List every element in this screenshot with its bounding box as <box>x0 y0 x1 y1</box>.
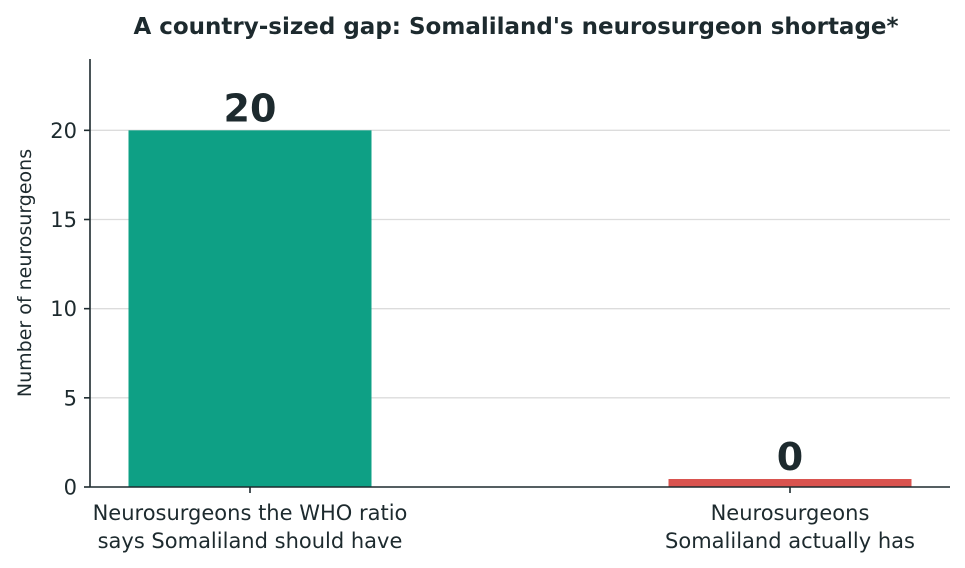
bar <box>128 130 372 488</box>
x-ticks: Neurosurgeons the WHO ratio says Somalila… <box>93 487 915 553</box>
bar-value-label: 0 <box>777 435 803 479</box>
x-tick-label: Somaliland actually has <box>665 529 915 553</box>
y-tick-label: 5 <box>64 386 77 410</box>
x-tick-label: says Somaliland should have <box>98 529 403 553</box>
y-tick-label: 0 <box>64 476 77 500</box>
y-tick-label: 15 <box>50 208 77 232</box>
chart-title: A country-sized gap: Somaliland's neuros… <box>133 14 898 40</box>
y-tick-label: 20 <box>50 119 77 143</box>
y-axis-label: Number of neurosurgeons <box>14 149 36 397</box>
x-tick-label: Neurosurgeons <box>711 501 870 525</box>
y-tick-label: 10 <box>50 297 77 321</box>
bar <box>668 479 912 487</box>
bar-value-label: 20 <box>224 86 277 130</box>
bars: 20 0 <box>128 86 912 488</box>
y-ticks: 0 5 10 15 20 <box>50 119 90 500</box>
x-tick-label: Neurosurgeons the WHO ratio <box>93 501 408 525</box>
